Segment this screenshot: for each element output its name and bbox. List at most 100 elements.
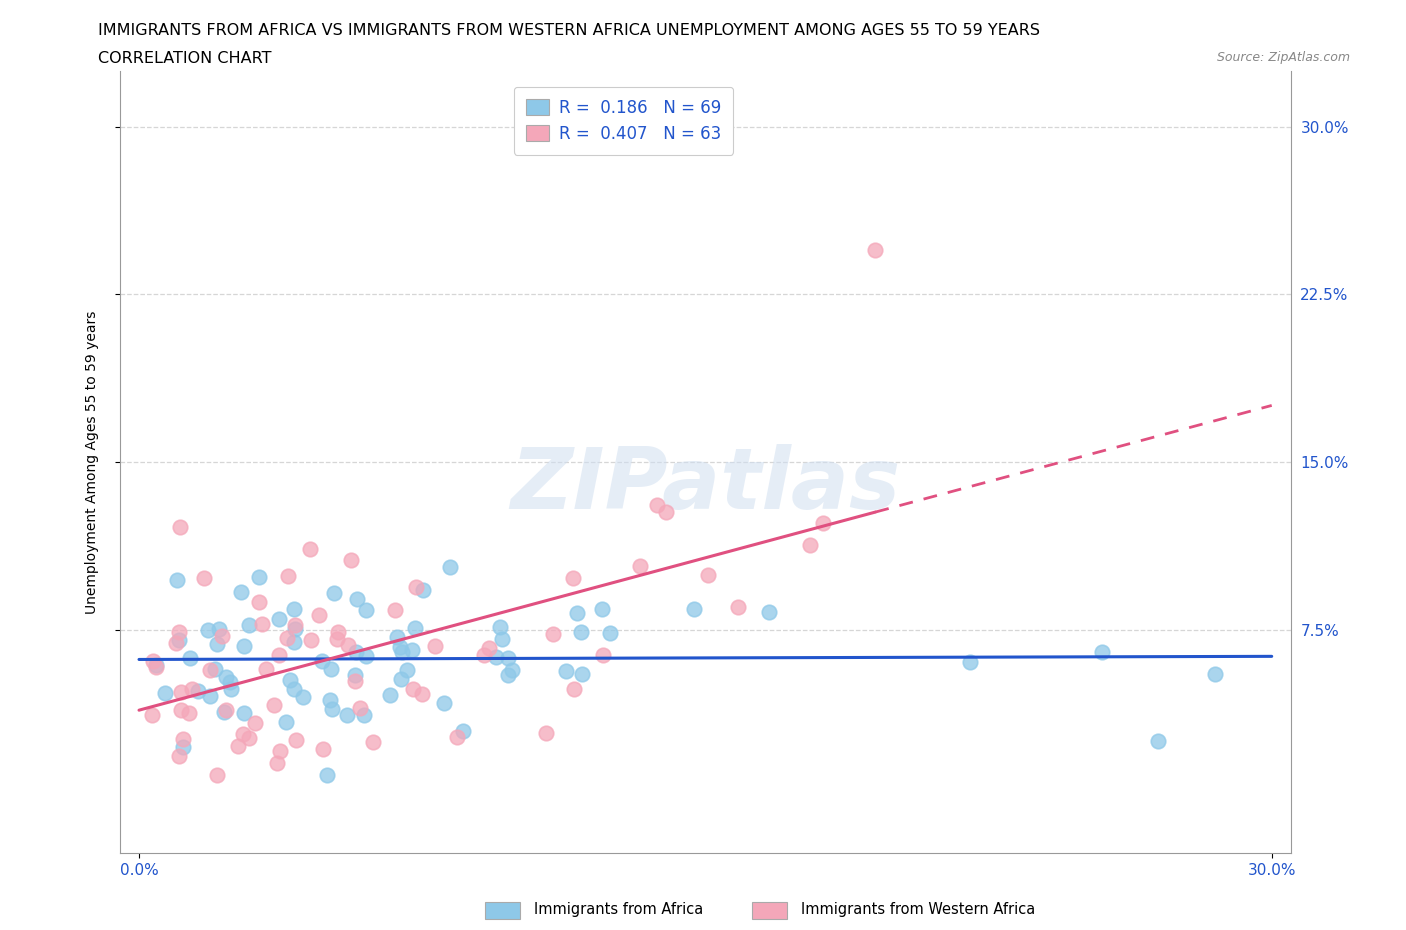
Point xyxy=(167,625,190,640)
Point xyxy=(321,701,343,716)
Point xyxy=(205,767,228,782)
Point xyxy=(198,688,221,703)
Point xyxy=(683,601,706,616)
Point xyxy=(308,607,330,622)
Point xyxy=(336,708,359,723)
Point xyxy=(263,698,285,712)
Point xyxy=(169,520,191,535)
Point xyxy=(233,639,256,654)
Point xyxy=(388,640,411,655)
Point xyxy=(145,659,167,674)
Text: CORRELATION CHART: CORRELATION CHART xyxy=(98,51,271,66)
Point xyxy=(180,681,202,696)
Point xyxy=(205,636,228,651)
Point xyxy=(172,732,194,747)
Point xyxy=(247,595,270,610)
Point xyxy=(865,242,887,257)
Point xyxy=(697,567,720,582)
Point xyxy=(247,569,270,584)
Point xyxy=(343,668,366,683)
Point xyxy=(218,675,240,690)
Point xyxy=(208,621,231,636)
Point xyxy=(170,702,193,717)
Point xyxy=(177,705,200,720)
Point xyxy=(167,749,190,764)
Point xyxy=(312,742,335,757)
Point xyxy=(276,631,298,645)
Point xyxy=(404,620,426,635)
Point xyxy=(346,644,368,659)
Point xyxy=(446,729,468,744)
Point xyxy=(269,743,291,758)
Point xyxy=(214,670,236,684)
Point xyxy=(284,618,307,632)
Point xyxy=(1091,644,1114,659)
Point xyxy=(1147,734,1170,749)
Point xyxy=(231,584,253,599)
Point xyxy=(283,602,305,617)
Point xyxy=(378,687,401,702)
Point xyxy=(319,692,342,707)
Y-axis label: Unemployment Among Ages 55 to 59 years: Unemployment Among Ages 55 to 59 years xyxy=(86,311,100,614)
Point xyxy=(166,572,188,587)
Point xyxy=(1204,667,1226,682)
Point xyxy=(799,538,821,552)
Point xyxy=(599,626,621,641)
Point xyxy=(165,635,187,650)
Point xyxy=(343,673,366,688)
Point xyxy=(555,664,578,679)
Point xyxy=(439,560,461,575)
Point xyxy=(212,704,235,719)
Point xyxy=(405,579,427,594)
Text: Immigrants from Western Africa: Immigrants from Western Africa xyxy=(801,902,1036,917)
Point xyxy=(391,671,413,686)
Point xyxy=(170,684,193,699)
Point xyxy=(326,625,349,640)
Point xyxy=(339,552,361,567)
Point xyxy=(433,696,456,711)
Point xyxy=(283,682,305,697)
Point xyxy=(645,498,668,512)
Point xyxy=(346,591,368,606)
Point xyxy=(811,515,834,530)
Point xyxy=(298,542,321,557)
Point xyxy=(423,639,446,654)
Legend: R =  0.186   N = 69, R =  0.407   N = 63: R = 0.186 N = 69, R = 0.407 N = 63 xyxy=(515,87,733,154)
Point xyxy=(354,603,377,618)
Point xyxy=(655,505,678,520)
Point xyxy=(250,617,273,631)
Point xyxy=(411,686,433,701)
Point xyxy=(197,622,219,637)
Point xyxy=(215,702,238,717)
Point xyxy=(402,682,425,697)
Point xyxy=(567,605,589,620)
Point xyxy=(315,767,337,782)
Point xyxy=(501,662,523,677)
Point xyxy=(391,644,413,659)
Point xyxy=(285,733,308,748)
Point xyxy=(361,735,384,750)
Point xyxy=(485,649,508,664)
Point xyxy=(311,654,333,669)
Point xyxy=(267,612,290,627)
Point xyxy=(477,641,499,656)
Point xyxy=(193,571,215,586)
Text: ZIPatlas: ZIPatlas xyxy=(510,444,900,527)
Point xyxy=(221,682,243,697)
Point xyxy=(412,583,434,598)
Text: IMMIGRANTS FROM AFRICA VS IMMIGRANTS FROM WESTERN AFRICA UNEMPLOYMENT AMONG AGES: IMMIGRANTS FROM AFRICA VS IMMIGRANTS FRO… xyxy=(98,23,1040,38)
Point xyxy=(534,725,557,740)
Point xyxy=(562,682,585,697)
Point xyxy=(354,649,377,664)
Point xyxy=(569,625,592,640)
Point xyxy=(274,714,297,729)
Point xyxy=(451,724,474,738)
Point xyxy=(498,651,520,666)
Point xyxy=(959,654,981,669)
Point xyxy=(395,663,418,678)
Point xyxy=(541,627,564,642)
Point xyxy=(491,631,513,646)
Point xyxy=(141,707,163,722)
Point xyxy=(254,661,277,676)
Point xyxy=(238,618,260,633)
